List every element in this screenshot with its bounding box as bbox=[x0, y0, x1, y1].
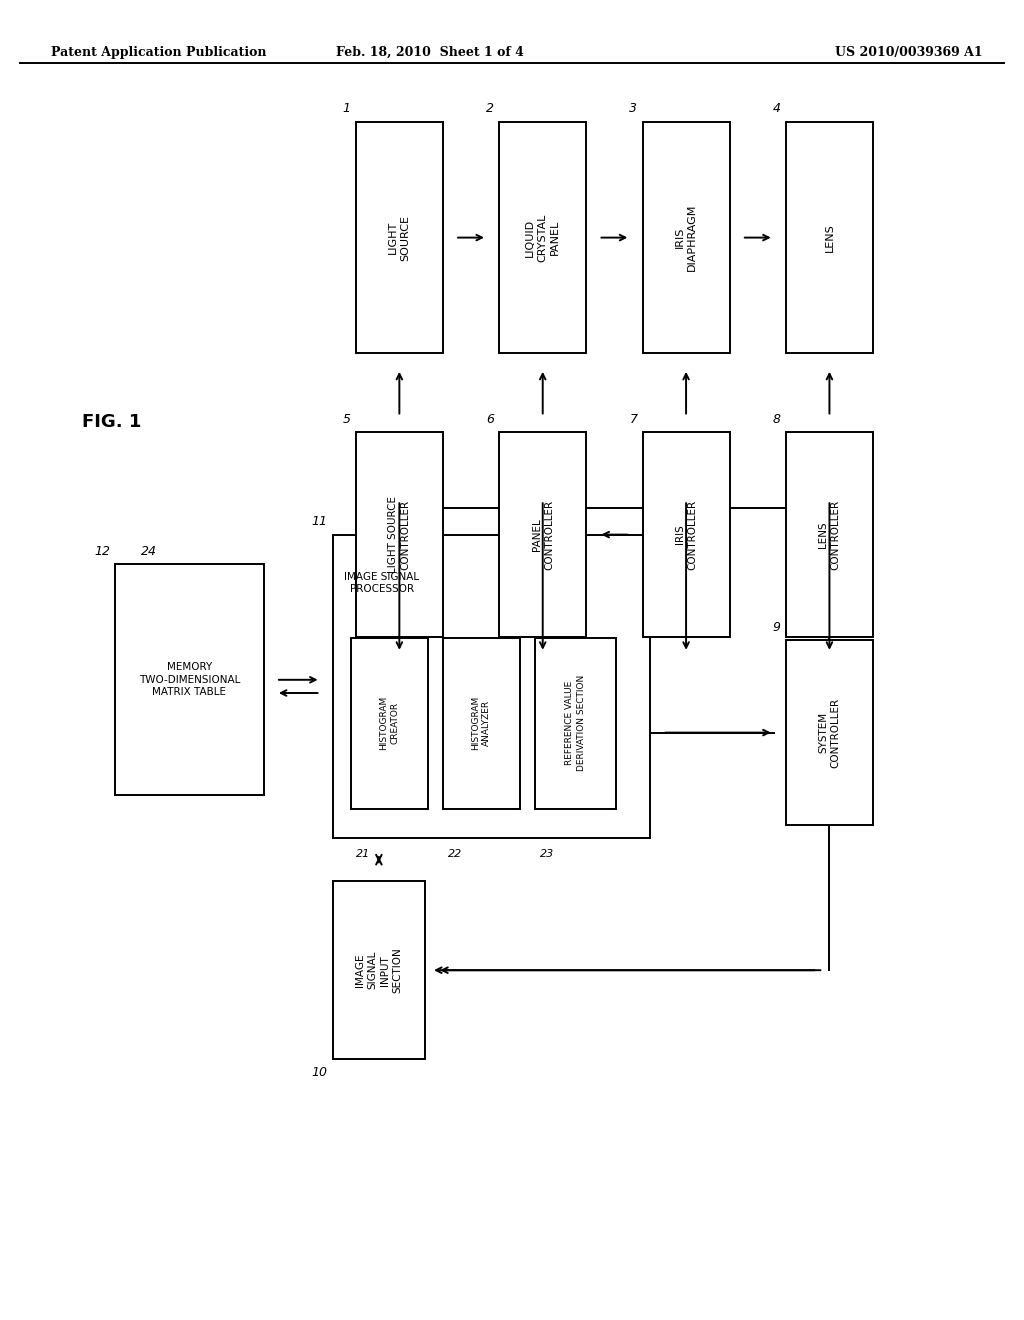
Bar bbox=[786, 640, 872, 825]
Text: LENS
CONTROLLER: LENS CONTROLLER bbox=[818, 499, 841, 570]
Bar bbox=[350, 638, 428, 809]
Bar bbox=[356, 433, 443, 638]
Text: HISTOGRAM
CREATOR: HISTOGRAM CREATOR bbox=[379, 696, 399, 751]
Bar bbox=[356, 123, 443, 354]
Bar bbox=[643, 123, 729, 354]
Text: Feb. 18, 2010  Sheet 1 of 4: Feb. 18, 2010 Sheet 1 of 4 bbox=[336, 46, 524, 59]
Text: REFERENCE VALUE
DERIVATION SECTION: REFERENCE VALUE DERIVATION SECTION bbox=[565, 676, 586, 771]
Text: IRIS
DIAPHRAGM: IRIS DIAPHRAGM bbox=[675, 203, 697, 272]
Text: IRIS
CONTROLLER: IRIS CONTROLLER bbox=[675, 499, 697, 570]
Text: 21: 21 bbox=[356, 849, 370, 859]
Text: 2: 2 bbox=[486, 103, 495, 116]
Text: IMAGE SIGNAL
PROCESSOR: IMAGE SIGNAL PROCESSOR bbox=[344, 572, 420, 594]
Text: PANEL
CONTROLLER: PANEL CONTROLLER bbox=[531, 499, 554, 570]
Text: 6: 6 bbox=[486, 413, 495, 425]
Text: IMAGE
SIGNAL
INPUT
SECTION: IMAGE SIGNAL INPUT SECTION bbox=[355, 948, 402, 993]
Text: LENS: LENS bbox=[824, 223, 835, 252]
Text: Patent Application Publication: Patent Application Publication bbox=[51, 46, 266, 59]
Text: 5: 5 bbox=[343, 413, 350, 425]
Bar bbox=[442, 638, 519, 809]
Text: 9: 9 bbox=[773, 620, 781, 634]
Text: 24: 24 bbox=[141, 545, 157, 557]
Bar bbox=[115, 565, 264, 795]
Text: US 2010/0039369 A1: US 2010/0039369 A1 bbox=[836, 46, 983, 59]
Bar bbox=[500, 123, 586, 354]
Text: 4: 4 bbox=[773, 103, 781, 116]
Bar bbox=[333, 882, 425, 1059]
Text: FIG. 1: FIG. 1 bbox=[82, 413, 141, 432]
Text: LIQUID
CRYSTAL
PANEL: LIQUID CRYSTAL PANEL bbox=[525, 214, 560, 261]
Text: 10: 10 bbox=[311, 1067, 328, 1078]
Bar bbox=[643, 433, 729, 638]
Text: 1: 1 bbox=[343, 103, 350, 116]
Text: LIGHT SOURCE
CONTROLLER: LIGHT SOURCE CONTROLLER bbox=[388, 496, 411, 573]
Text: MEMORY
TWO-DIMENSIONAL
MATRIX TABLE: MEMORY TWO-DIMENSIONAL MATRIX TABLE bbox=[139, 663, 240, 697]
Bar bbox=[500, 433, 586, 638]
Text: 7: 7 bbox=[630, 413, 637, 425]
Text: 3: 3 bbox=[630, 103, 637, 116]
Text: LIGHT
SOURCE: LIGHT SOURCE bbox=[388, 215, 411, 260]
Text: HISTOGRAM
ANALYZER: HISTOGRAM ANALYZER bbox=[471, 696, 492, 751]
Bar bbox=[535, 638, 616, 809]
Text: SYSTEM
CONTROLLER: SYSTEM CONTROLLER bbox=[818, 697, 841, 768]
Text: 22: 22 bbox=[449, 849, 462, 859]
Text: 8: 8 bbox=[773, 413, 781, 425]
Bar bbox=[786, 123, 872, 354]
Text: 23: 23 bbox=[540, 849, 554, 859]
Bar bbox=[786, 433, 872, 638]
Bar bbox=[333, 535, 650, 838]
Text: 12: 12 bbox=[94, 545, 111, 557]
Text: 11: 11 bbox=[311, 515, 328, 528]
